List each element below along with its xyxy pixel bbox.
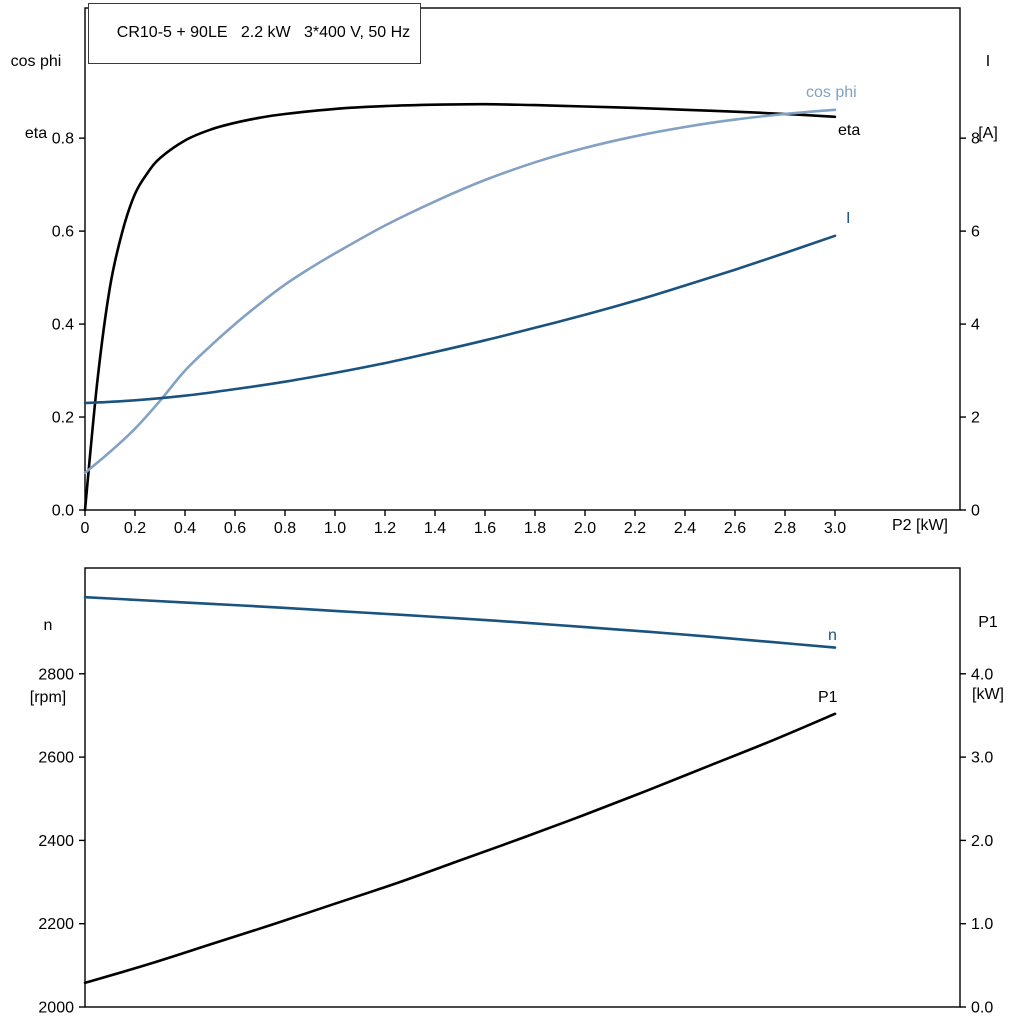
x-axis-title: P2 [kW] [891, 517, 948, 534]
svg-text:0.0: 0.0 [52, 503, 74, 520]
svg-text:2.0: 2.0 [971, 833, 993, 850]
svg-text:2400: 2400 [38, 833, 74, 850]
curve-label-p1: P1 [818, 689, 838, 706]
svg-text:0.2: 0.2 [124, 520, 146, 537]
svg-text:0.6: 0.6 [224, 520, 246, 537]
svg-text:2200: 2200 [38, 916, 74, 933]
svg-text:1.0: 1.0 [324, 520, 346, 537]
svg-text:1.4: 1.4 [424, 520, 446, 537]
svg-text:6: 6 [971, 224, 980, 241]
svg-text:2.0: 2.0 [574, 520, 596, 537]
svg-text:1.8: 1.8 [524, 520, 546, 537]
top-chart-canvas: 0 0.2 0.4 0.6 0.8 1.0 1.2 1.4 1.6 1.8 2.0 2.2 2.4 2.6… [52, 7, 980, 537]
svg-text:1.6: 1.6 [474, 520, 496, 537]
svg-text:0.2: 0.2 [52, 410, 74, 427]
axis-title-current-unit: [A] [978, 125, 998, 142]
svg-text:0.4: 0.4 [174, 520, 196, 537]
svg-text:2.8: 2.8 [774, 520, 796, 537]
axis-title-p1: P1 [978, 614, 998, 631]
svg-text:2000: 2000 [38, 1000, 74, 1017]
svg-text:3.0: 3.0 [824, 520, 846, 537]
svg-text:4: 4 [971, 317, 980, 334]
curve-label-speed: n [828, 627, 837, 644]
axis-title-cos-phi: cos phi [10, 53, 62, 70]
chart-title: CR10-5 + 90LE 2.2 kW 3*400 V, 50 Hz [116, 24, 411, 41]
svg-text:2.4: 2.4 [674, 520, 696, 537]
svg-text:0.6: 0.6 [52, 224, 74, 241]
bottom-right-axis-title: P1 [kW] [958, 563, 1018, 755]
svg-text:2: 2 [971, 410, 980, 427]
top-right-axis-title: I [A] [958, 2, 1018, 194]
bottom-left-axis-title: n [rpm] [16, 566, 80, 758]
axis-title-current: I [985, 53, 991, 70]
svg-text:8: 8 [971, 131, 980, 148]
svg-text:1.0: 1.0 [971, 916, 993, 933]
axis-title-eta: eta [24, 125, 48, 142]
svg-text:0: 0 [81, 520, 90, 537]
svg-text:0: 0 [971, 503, 980, 520]
svg-text:2800: 2800 [38, 666, 74, 683]
svg-text:2.2: 2.2 [624, 520, 646, 537]
bottom-chart-canvas: 2000 2200 2400 2600 2800 0.0 1.0 2.0 3.0 4.0 [38, 567, 993, 1017]
svg-text:1.2: 1.2 [374, 520, 396, 537]
svg-text:2.6: 2.6 [724, 520, 746, 537]
curve-label-current: I [846, 210, 851, 227]
svg-text:0.8: 0.8 [274, 520, 296, 537]
svg-text:2600: 2600 [38, 750, 74, 767]
chart-title-box: CR10-5 + 90LE 2.2 kW 3*400 V, 50 Hz [88, 3, 422, 64]
svg-text:0.4: 0.4 [52, 317, 74, 334]
svg-text:0.8: 0.8 [52, 131, 74, 148]
curve-label-cos-phi: cos phi [806, 84, 857, 101]
axis-title-speed-unit: [rpm] [29, 689, 67, 706]
svg-text:3.0: 3.0 [971, 750, 993, 767]
curve-label-eta: eta [838, 122, 861, 139]
axis-title-p1-unit: [kW] [972, 686, 1004, 703]
axis-title-speed: n [43, 617, 53, 634]
svg-text:0.0: 0.0 [971, 1000, 993, 1017]
svg-text:4.0: 4.0 [971, 666, 993, 683]
top-left-axis-title: cos phi eta [4, 2, 68, 194]
